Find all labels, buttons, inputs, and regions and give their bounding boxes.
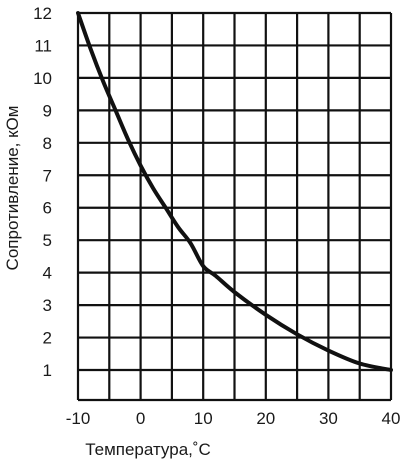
y-tick-label: 5: [43, 231, 52, 250]
y-tick-label: 1: [43, 361, 52, 380]
y-axis-title: Сопротивление, кОм: [3, 106, 22, 271]
x-tick-labels: -10 0 10 20 30 40: [66, 409, 400, 428]
x-tick-label: -10: [66, 409, 91, 428]
series-group: [76, 11, 393, 372]
y-tick-label: 9: [43, 101, 52, 120]
y-tick-label: 4: [43, 264, 52, 283]
y-tick-label: 11: [34, 36, 52, 55]
resistance-curve: [76, 11, 393, 372]
y-tick-label: 12: [33, 4, 52, 23]
x-tick-label: 10: [194, 409, 213, 428]
x-tick-label: 30: [319, 409, 338, 428]
y-tick-label: 6: [43, 199, 52, 218]
y-tick-label: 7: [43, 166, 52, 185]
y-tick-label: 10: [33, 69, 52, 88]
y-tick-label: 3: [43, 296, 52, 315]
x-tick-label: 20: [256, 409, 275, 428]
x-axis-title: Температура,˚C: [85, 440, 211, 459]
x-tick-label: 0: [136, 409, 145, 428]
y-tick-label: 2: [43, 329, 52, 348]
x-tick-label: 40: [382, 409, 400, 428]
grid: [76, 11, 393, 402]
y-tick-label: 8: [43, 134, 52, 153]
